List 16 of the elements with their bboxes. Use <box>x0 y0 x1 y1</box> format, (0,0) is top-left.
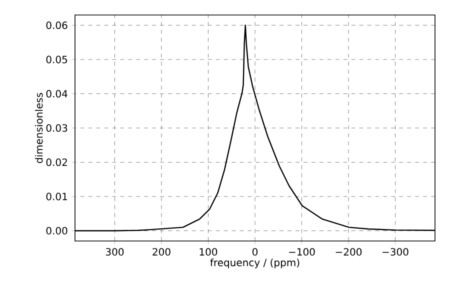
y-tick-label: 0.01 <box>46 192 67 200</box>
x-tick-label: −100 <box>289 248 315 256</box>
y-tick-label: 0.05 <box>46 56 68 64</box>
x-axis-title: frequency / (ppm) <box>210 258 300 268</box>
x-tick-label: 300 <box>106 248 124 256</box>
x-tick-label: 100 <box>200 248 218 256</box>
x-tick-label: −200 <box>336 248 362 256</box>
x-tick-label: 0 <box>252 248 258 256</box>
y-tick-label: 0.00 <box>46 226 68 235</box>
y-axis-title: dimensionless <box>34 92 43 164</box>
y-tick-label: 0.03 <box>46 124 68 132</box>
x-tick-label: −300 <box>382 248 408 256</box>
y-tick-label: 0.02 <box>46 158 67 166</box>
y-tick-label: 0.06 <box>46 22 68 30</box>
x-tick-label: 200 <box>152 248 170 256</box>
y-tick-label: 0.04 <box>46 90 68 98</box>
